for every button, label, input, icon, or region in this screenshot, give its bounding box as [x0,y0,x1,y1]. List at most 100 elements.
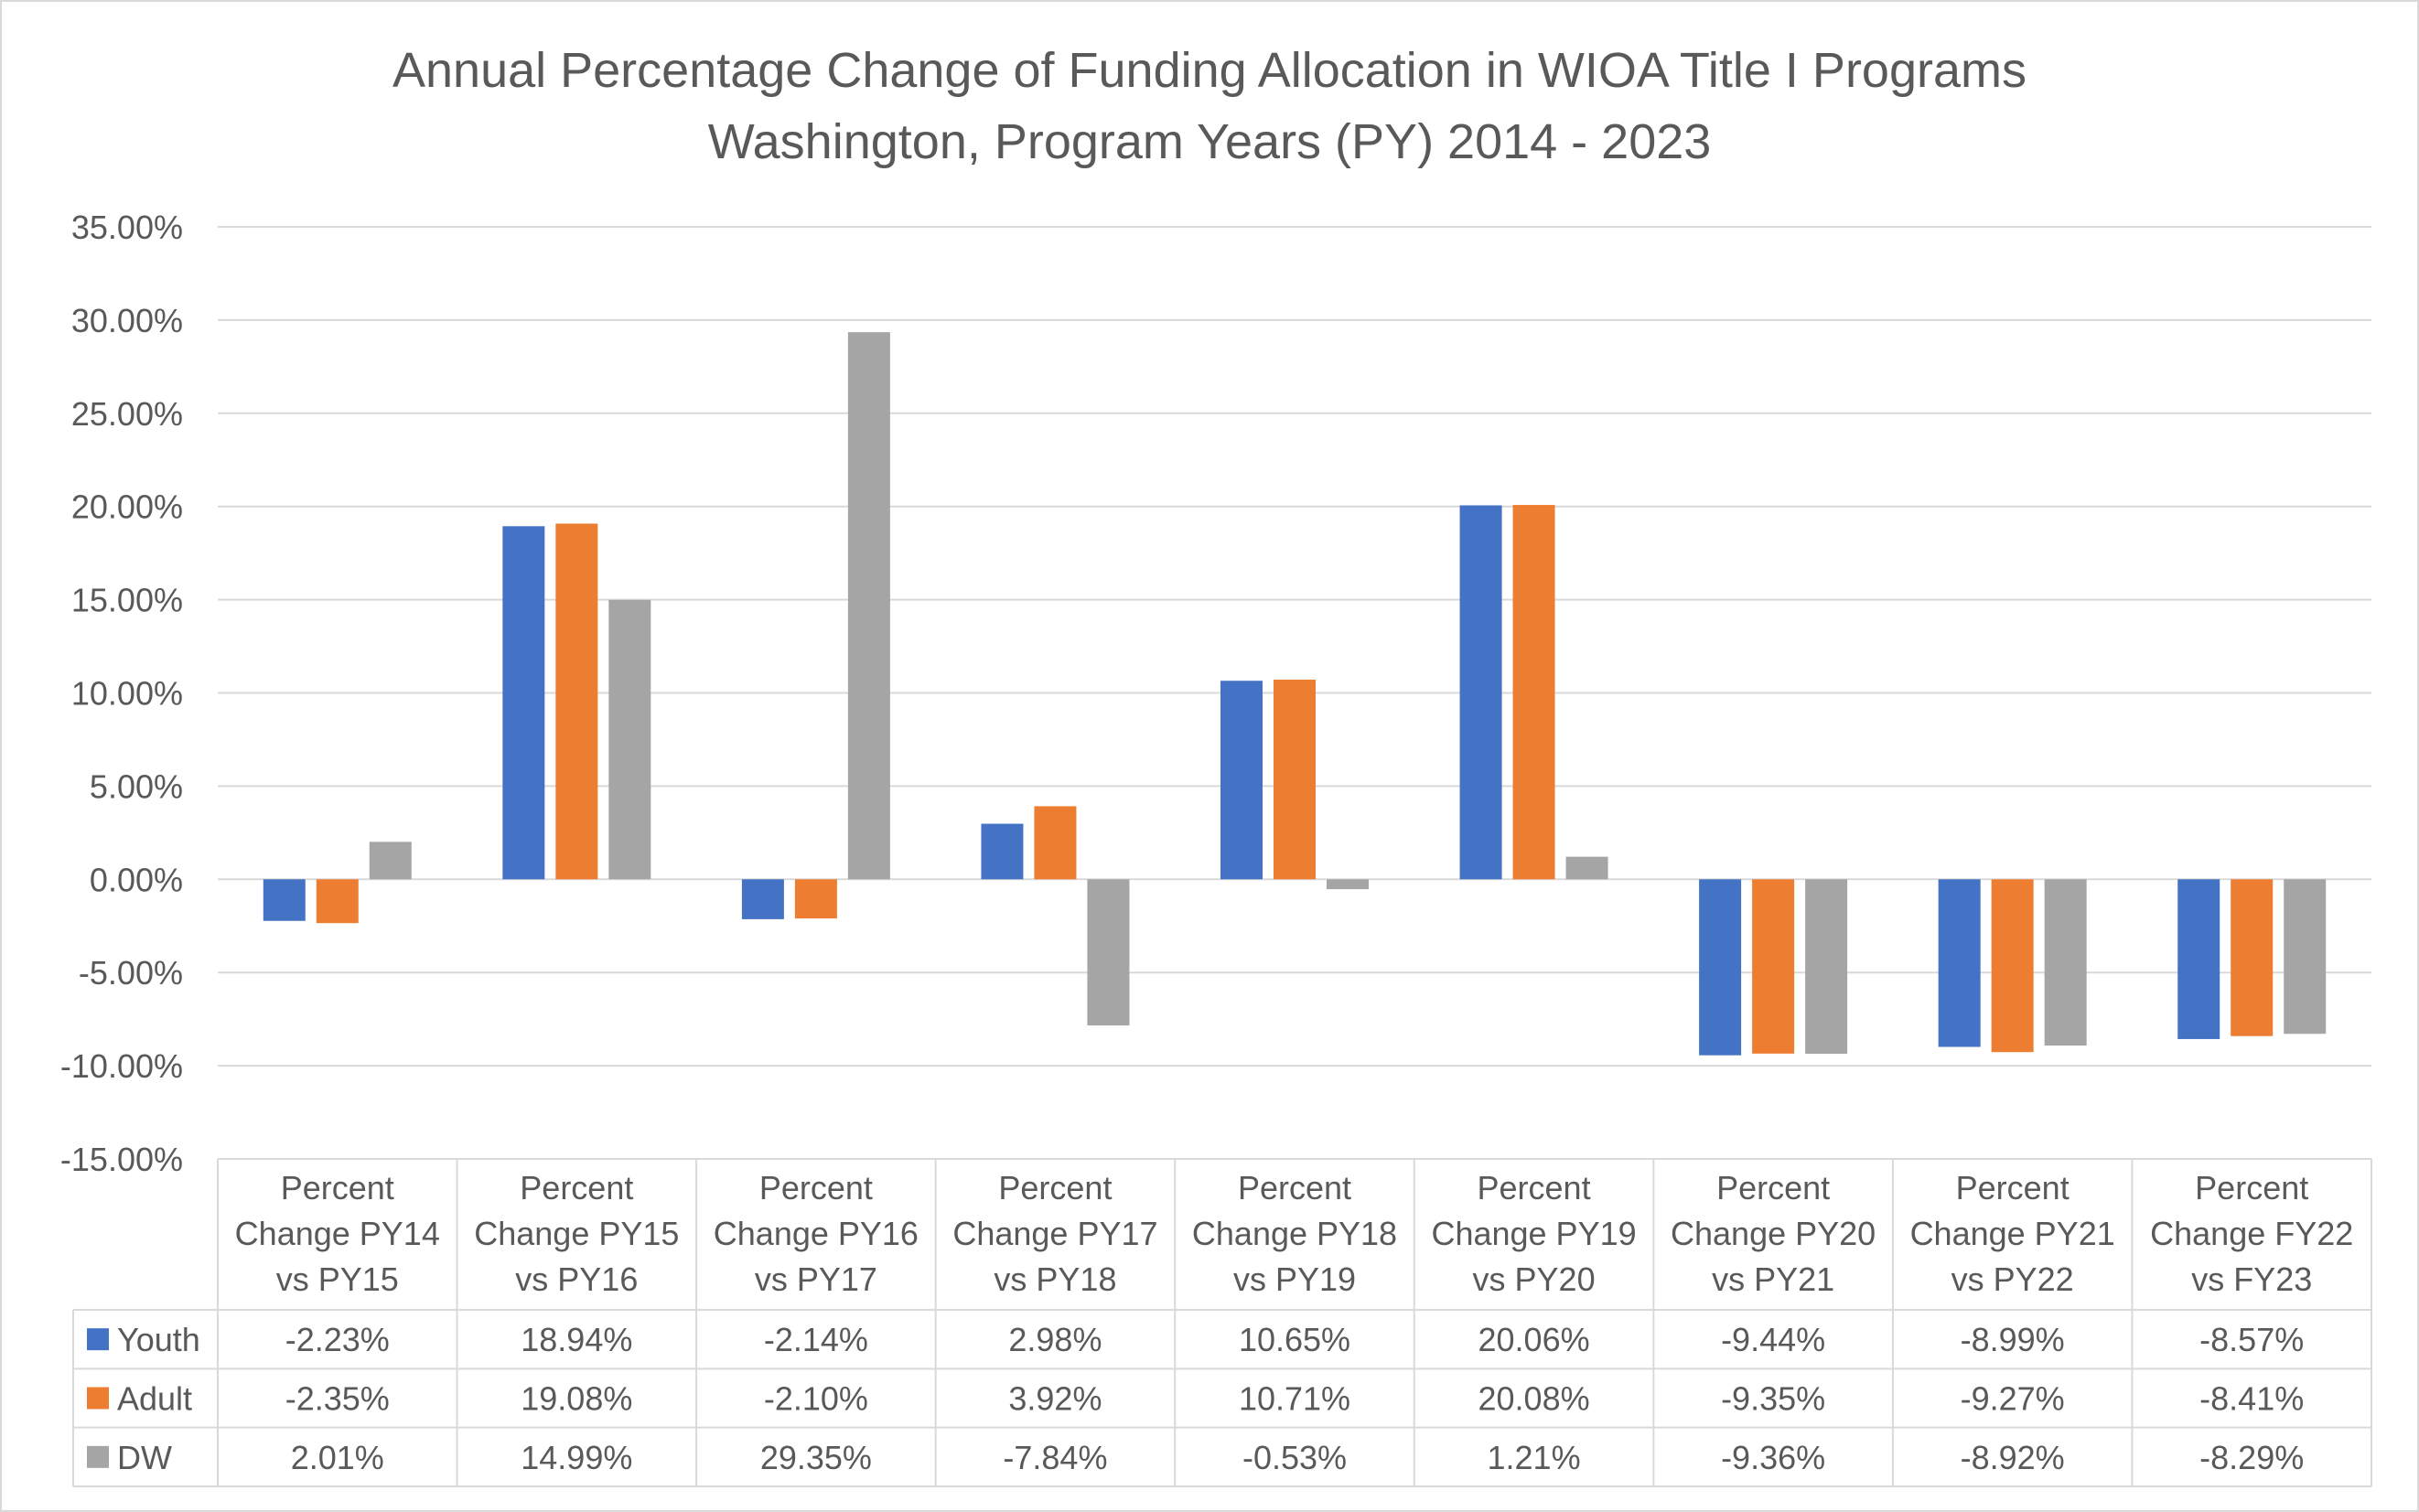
table-cell-value: 3.92% [1008,1380,1102,1418]
legend-label-adult: Adult [117,1380,192,1418]
x-category-label: vs PY16 [515,1260,638,1298]
legend-key-adult [87,1387,109,1410]
x-category-label: Percent [998,1169,1112,1206]
bar-youth [2177,879,2220,1039]
table-cell-value: -9.36% [1721,1439,1825,1476]
bar-dw [1565,856,1608,880]
table-cell-value: -8.92% [1961,1439,2065,1476]
chart-subtitle: Washington, Program Years (PY) 2014 - 20… [708,114,1712,169]
x-category-label: vs PY20 [1473,1260,1596,1298]
legend-label-youth: Youth [117,1321,200,1358]
table-cell-value: 18.94% [521,1321,632,1358]
y-tick-label: 20.00% [71,488,183,526]
legend-key-dw [87,1445,109,1468]
bar-dw [2044,879,2087,1046]
bar-adult [555,523,598,880]
x-category-label: Change PY21 [1910,1215,2115,1252]
table-cell-value: 19.08% [521,1380,632,1418]
table-cell-value: 10.65% [1239,1321,1350,1358]
table-cell-value: -2.23% [285,1321,390,1358]
x-category-label: Change PY18 [1192,1215,1397,1252]
x-category-label: Percent [520,1169,633,1206]
bar-dw [1327,879,1369,890]
bar-youth [1938,879,1981,1047]
table-cell-value: -8.57% [2199,1321,2304,1358]
table-cell-value: -2.10% [764,1380,868,1418]
table-cell-value: -7.84% [1003,1439,1107,1476]
table-cell-value: 2.01% [291,1439,384,1476]
table-cell-value: -9.35% [1721,1380,1825,1418]
x-category-label: Percent [281,1169,394,1206]
bar-adult [1752,879,1795,1054]
x-category-label: Change FY22 [2150,1215,2353,1252]
x-category-label: vs FY23 [2191,1260,2312,1298]
table-cell-value: -2.35% [285,1380,390,1418]
bar-youth [741,879,784,919]
table-cell-value: -8.41% [2199,1380,2304,1418]
bar-adult [1512,505,1555,880]
y-tick-label: 10.00% [71,675,183,713]
bars [263,332,2327,1056]
x-category-label: vs PY15 [276,1260,399,1298]
bar-adult [1034,806,1077,880]
table-cell-value: -2.14% [764,1321,868,1358]
y-tick-label: 35.00% [71,209,183,246]
bar-adult [1991,879,2034,1053]
bar-adult [316,879,359,924]
bar-dw [847,332,890,880]
x-category-label: Percent [1716,1169,1830,1206]
bar-adult [2231,879,2274,1036]
table-cell-value: -9.27% [1961,1380,2065,1418]
y-tick-label: 30.00% [71,302,183,339]
bar-youth [1220,681,1263,880]
bar-dw [2284,879,2327,1035]
table-cell-value: -8.29% [2199,1439,2304,1476]
y-tick-label: -15.00% [60,1141,183,1178]
x-category-label: Percent [1478,1169,1591,1206]
gridlines [218,226,2371,1160]
bar-adult [794,879,837,919]
x-category-label: Change PY20 [1671,1215,1876,1252]
x-category-label: Change PY17 [952,1215,1157,1252]
y-tick-label: 0.00% [90,861,183,898]
bar-youth [1459,505,1502,880]
y-tick-label: 5.00% [90,767,183,805]
table-cell-value: 1.21% [1488,1439,1581,1476]
table-cell-value: 10.71% [1239,1380,1350,1418]
bar-youth [1699,879,1742,1056]
table-cell-value: -0.53% [1242,1439,1347,1476]
legend-key-youth [87,1328,109,1351]
y-tick-label: -5.00% [79,954,183,992]
x-category-label: Percent [2195,1169,2308,1206]
table-cell-value: 29.35% [760,1439,872,1476]
data-table: Percent Change PY14 vs PY15 Percent Change P… [72,1158,2372,1487]
bar-dw [1087,879,1130,1026]
bar-dw [1805,879,1848,1055]
chart-title: Annual Percentage Change of Funding Allo… [392,43,2027,98]
table-cell-value: 2.98% [1008,1321,1102,1358]
y-tick-label: -10.00% [60,1047,183,1085]
x-category-label: vs PY22 [1951,1260,2074,1298]
bar-adult [1274,680,1316,880]
x-category-label: Change PY15 [474,1215,679,1252]
bar-dw [608,599,651,880]
x-category-label: Change PY16 [714,1215,919,1252]
x-category-label: vs PY18 [994,1260,1116,1298]
x-category-label: Change PY14 [235,1215,440,1252]
x-category-label: Change PY19 [1431,1215,1636,1252]
table-cell-value: 20.06% [1478,1321,1590,1358]
bar-youth [981,823,1024,880]
x-category-label: vs PY19 [1233,1260,1356,1298]
table-cell-value: 20.08% [1478,1380,1590,1418]
bar-dw [369,842,412,880]
x-category-label: Percent [1956,1169,2070,1206]
table-cell-value: -9.44% [1721,1321,1825,1358]
y-axis-tick-labels: 35.00% 30.00% 25.00% 20.00% 15.00% 10.00% 5.00… [60,209,183,1178]
x-category-label: Percent [759,1169,873,1206]
y-tick-label: 15.00% [71,582,183,619]
x-category-label: Percent [1238,1169,1351,1206]
bar-youth [502,526,545,880]
legend-label-dw: DW [117,1439,172,1476]
